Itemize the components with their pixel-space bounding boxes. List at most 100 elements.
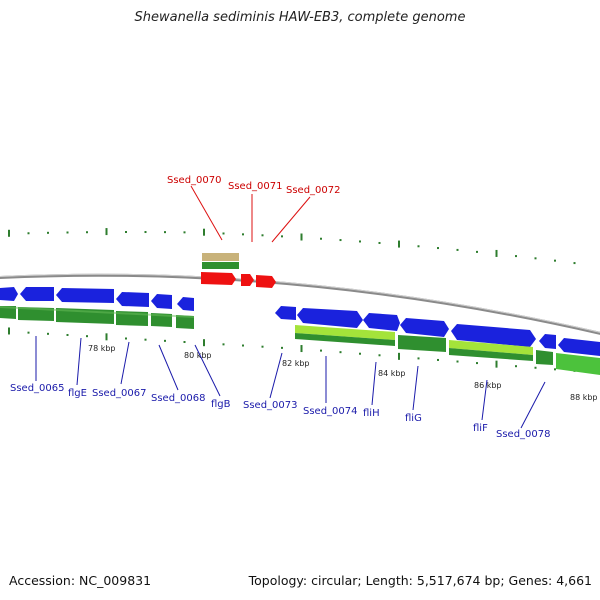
scale-tick: [105, 333, 108, 341]
scale-label: 86 kbp: [474, 381, 502, 390]
scale-tick: [417, 245, 420, 248]
scale-tick: [534, 366, 537, 369]
scale-tick: [300, 345, 303, 353]
cds-block-bright[interactable]: [556, 353, 600, 375]
scale-label: 84 kbp: [378, 369, 406, 378]
cds-block[interactable]: [18, 307, 54, 321]
cds-block[interactable]: [0, 306, 16, 319]
cds-arrow[interactable]: [56, 288, 114, 303]
scale-tick: [554, 368, 556, 371]
scale-tick: [66, 333, 69, 336]
cds-arrow[interactable]: [558, 338, 600, 356]
scale-tick: [437, 247, 439, 250]
cds-arrow[interactable]: [151, 294, 172, 309]
tan-block: [202, 253, 239, 261]
cds-arrow[interactable]: [297, 308, 363, 328]
scale-tick: [495, 249, 498, 257]
scale-tick: [320, 349, 322, 352]
scale-tick: [222, 232, 225, 235]
gene-label-ssed-0065[interactable]: Ssed_0065: [10, 383, 65, 394]
cds-arrow[interactable]: [400, 318, 449, 337]
cds-arrow[interactable]: [451, 324, 536, 347]
scale-tick: [281, 235, 283, 238]
scale-tick: [515, 255, 517, 258]
scale-tick: [222, 343, 225, 346]
cds-block-light[interactable]: [449, 340, 533, 355]
scale-tick: [495, 360, 498, 368]
scale-tick: [144, 231, 147, 234]
forward-cds-left: [0, 287, 194, 311]
scale-tick: [242, 344, 244, 347]
cds-arrow[interactable]: [20, 287, 54, 301]
scale-tick: [86, 231, 88, 234]
scale-tick: [359, 240, 361, 243]
scale-tick: [554, 259, 556, 262]
gene-label-ssed-0078[interactable]: Ssed_0078: [496, 429, 551, 440]
reverse-cds-right: [295, 325, 600, 375]
scale-tick: [281, 346, 283, 349]
scale-tick: [417, 357, 420, 360]
scale-tick: [47, 231, 49, 234]
scale-tick: [339, 239, 342, 242]
scale-tick: [515, 365, 517, 368]
highlight-cds-ssed-0071[interactable]: [241, 274, 254, 286]
gene-label-flig[interactable]: fliG: [405, 413, 422, 424]
cds-arrow[interactable]: [116, 292, 149, 307]
genome-backbone: [0, 273, 600, 335]
highlight-cds-ssed-0072[interactable]: [256, 275, 276, 288]
scale-tick: [339, 351, 342, 354]
cds-arrow[interactable]: [539, 334, 556, 349]
cds-block[interactable]: [176, 315, 194, 329]
scale-tick: [47, 332, 49, 335]
gene-label-ssed-0072[interactable]: Ssed_0072: [286, 185, 341, 196]
scale-tick: [456, 360, 459, 363]
gene-label-ssed-0068[interactable]: Ssed_0068: [151, 393, 206, 404]
cds-arrow[interactable]: [177, 297, 194, 311]
scale-labels: 78 kbp 80 kbp 82 kbp 84 kbp 86 kbp 88 kb…: [88, 344, 598, 402]
cds-arrow[interactable]: [275, 306, 296, 320]
scale-tick: [203, 339, 205, 347]
scale-tick: [8, 327, 10, 335]
cds-block[interactable]: [398, 335, 446, 352]
cds-block-shade: [0, 306, 194, 318]
scale-tick: [86, 335, 88, 338]
cds-arrow[interactable]: [0, 287, 18, 301]
scale-tick: [359, 352, 361, 355]
highlight-leaders: [190, 185, 311, 243]
scale-tick: [8, 229, 10, 237]
highlight-cds-ssed-0070[interactable]: [201, 272, 236, 285]
green-block: [202, 262, 239, 269]
gene-label-ssed-0074[interactable]: Ssed_0074: [303, 406, 358, 417]
cds-block[interactable]: [536, 350, 553, 365]
scale-tick: [203, 228, 205, 236]
gene-label-ssed-0073[interactable]: Ssed_0073: [243, 400, 298, 411]
scale-tick: [476, 250, 478, 253]
gene-label-ssed-0067[interactable]: Ssed_0067: [92, 388, 147, 399]
cds-arrow[interactable]: [363, 313, 400, 331]
scale-tick: [534, 257, 537, 260]
scale-tick: [320, 237, 322, 240]
highlighted-region: [201, 253, 276, 288]
forward-cds-right: [275, 306, 600, 356]
cds-block[interactable]: [295, 333, 395, 346]
scale-label: 82 kbp: [282, 359, 310, 368]
scale-label: 80 kbp: [184, 351, 212, 360]
scale-tick: [27, 331, 30, 334]
scale-tick: [573, 262, 576, 265]
gene-label-ssed-0070[interactable]: Ssed_0070: [167, 175, 222, 186]
gene-label-flif[interactable]: fliF: [473, 423, 488, 434]
accession-text: Accession: NC_009831: [9, 573, 152, 588]
cds-block[interactable]: [449, 348, 533, 361]
scale-tick: [378, 241, 381, 244]
gene-label-flih[interactable]: fliH: [363, 408, 380, 419]
scale-tick: [125, 337, 127, 340]
scale-tick: [183, 231, 186, 234]
gene-label-flgb[interactable]: flgB: [211, 399, 231, 410]
scale-tick: [476, 362, 478, 365]
gene-leaders: [35, 336, 546, 429]
cds-block-light[interactable]: [295, 325, 395, 340]
gene-label-ssed-0071[interactable]: Ssed_0071: [228, 181, 283, 192]
gene-label-flge[interactable]: flgE: [68, 388, 87, 399]
